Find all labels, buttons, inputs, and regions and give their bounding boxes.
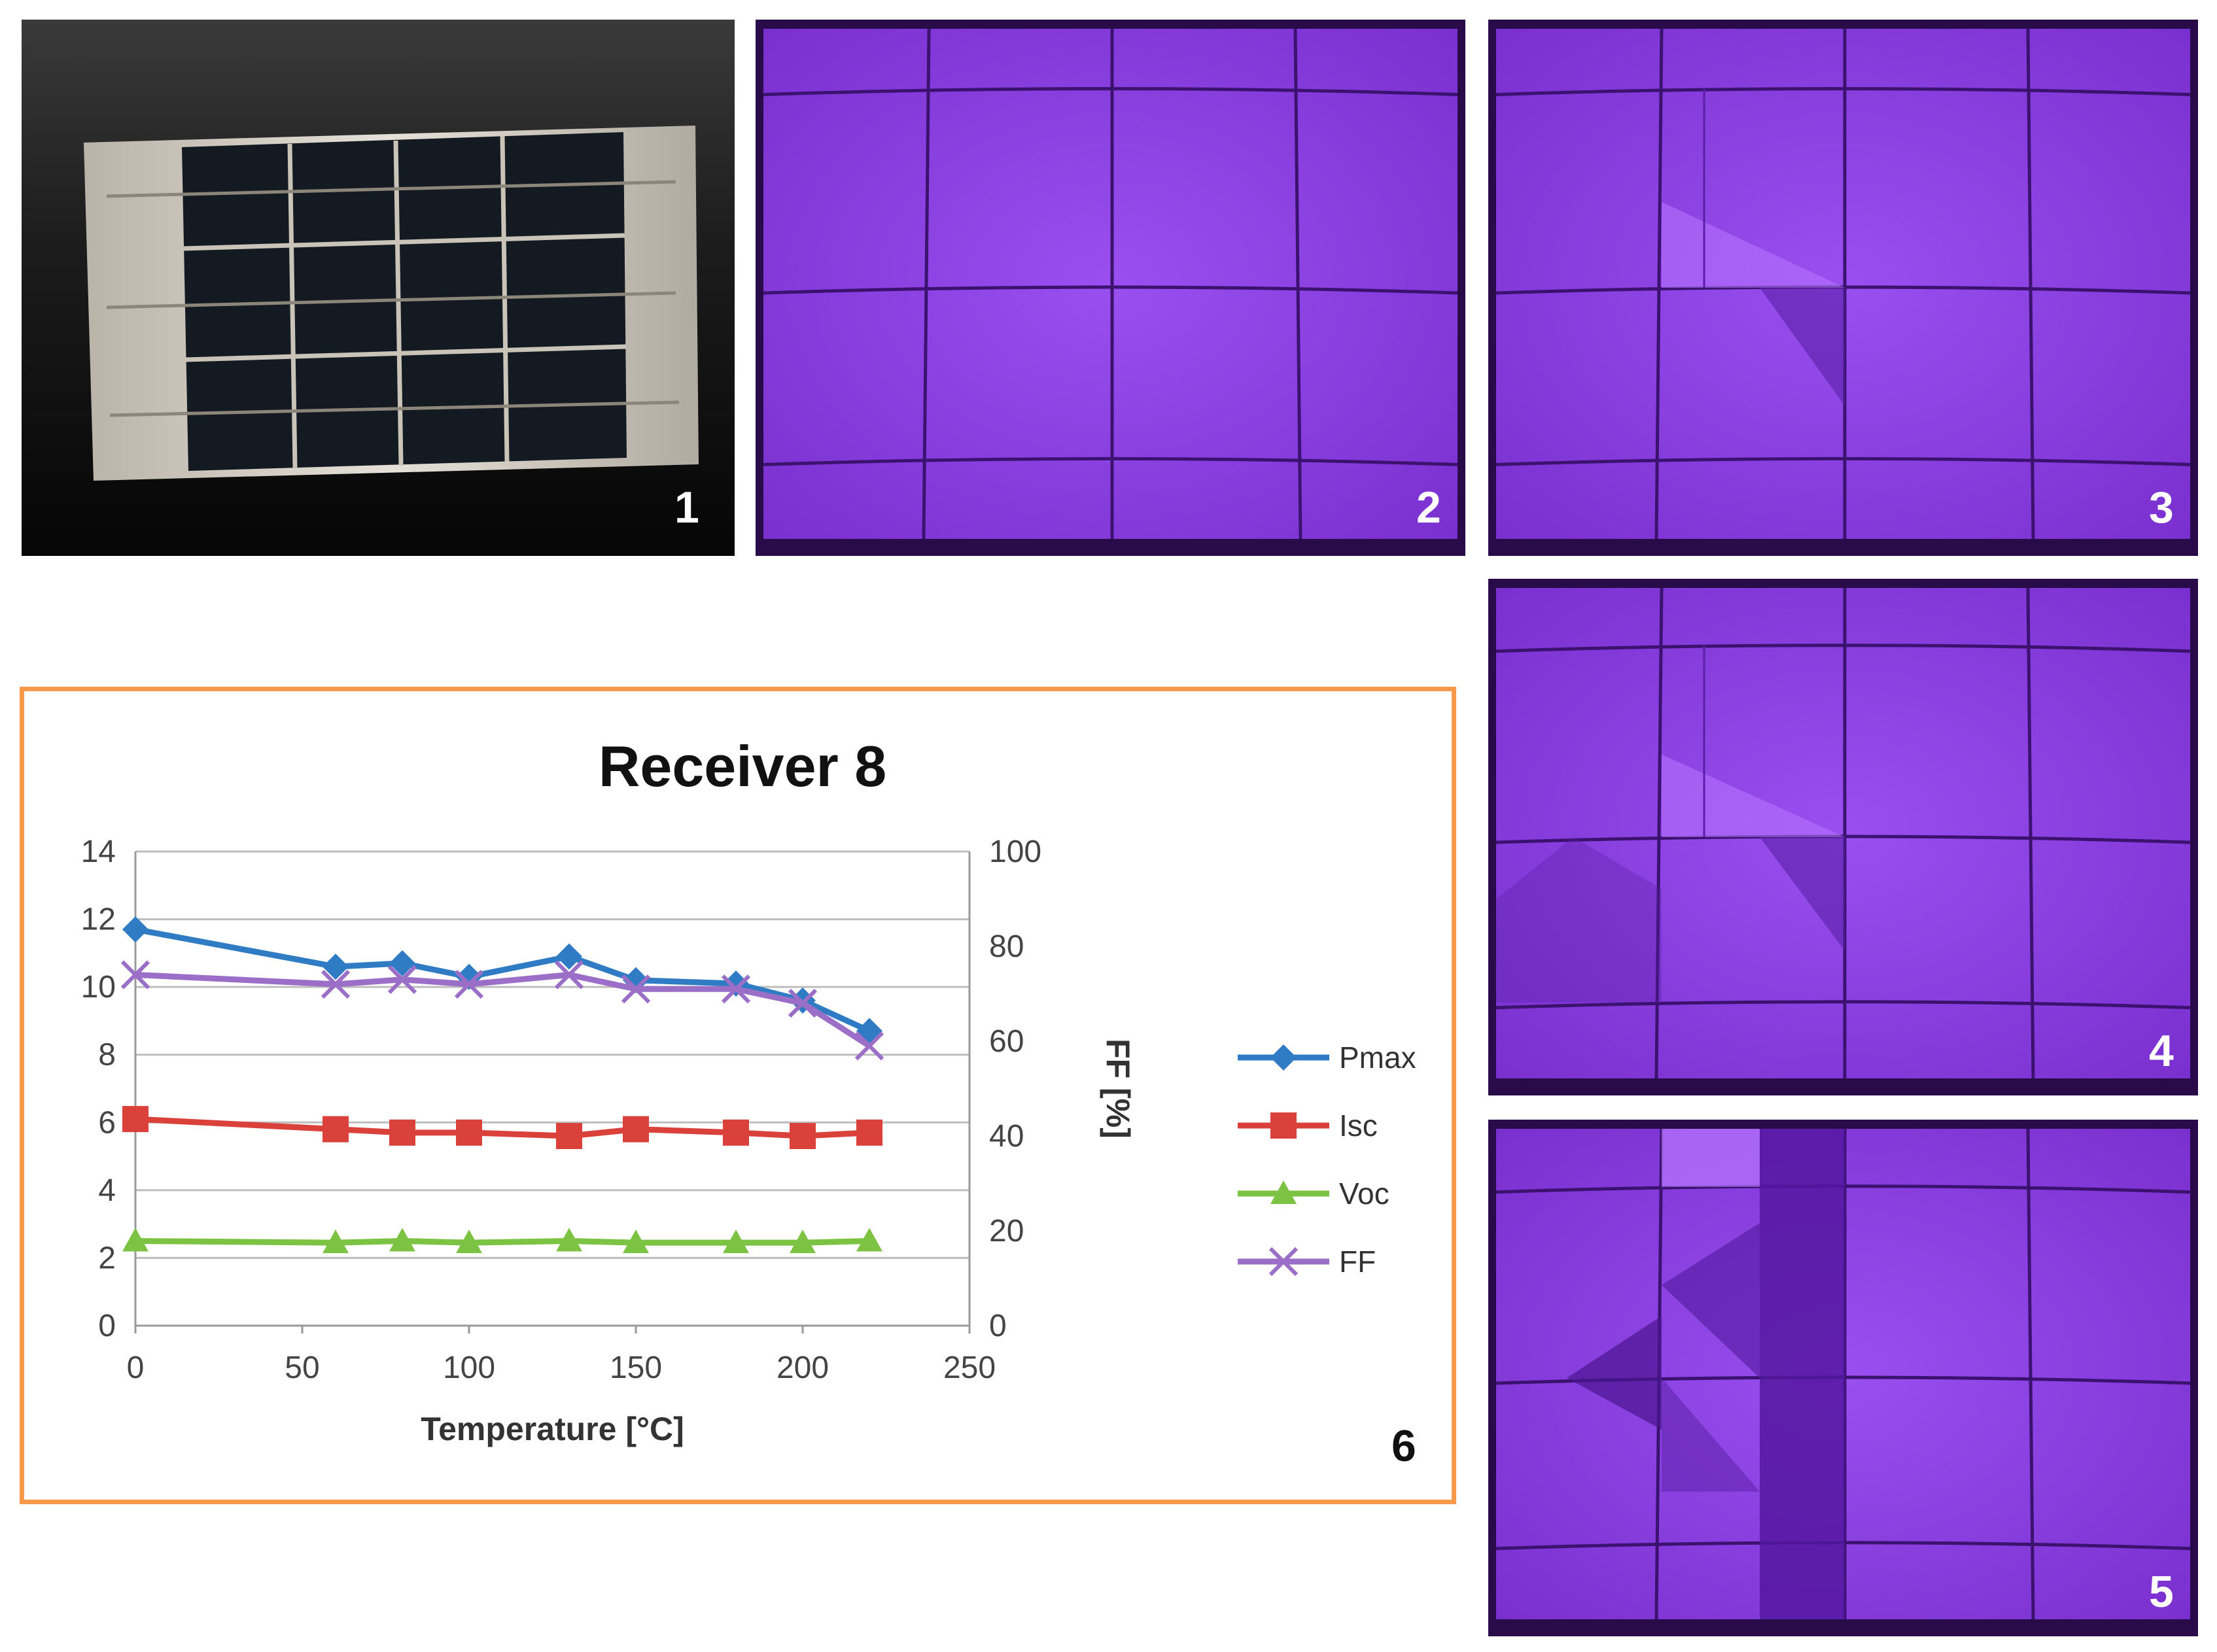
point-voc <box>122 1228 148 1252</box>
panel-4-el-image: 4 <box>1488 579 2198 1095</box>
panel-6-chart: Receiver 8 0 2 4 6 8 10 12 14 0 20 40 60 80 100 0 50 100… <box>20 687 1456 1504</box>
legend-marker <box>1270 1044 1297 1071</box>
legend-entry-pmax: Pmax <box>1238 1041 1416 1075</box>
legend-entry-isc: Isc <box>1238 1109 1378 1143</box>
x-axis-title: Temperature [°C] <box>421 1411 684 1447</box>
y2-tick-label: 40 <box>989 1119 1024 1154</box>
y2-tick-label: 100 <box>989 835 1041 869</box>
point-voc <box>723 1230 749 1254</box>
y2-tick-label: 80 <box>989 929 1024 964</box>
x-tick-label: 250 <box>943 1351 996 1385</box>
series-line-voc <box>135 1238 870 1246</box>
point-ff <box>854 1031 884 1061</box>
point-isc <box>323 1116 349 1143</box>
point-voc <box>456 1230 482 1254</box>
x-tick-label: 50 <box>285 1351 319 1385</box>
x-tick-label: 100 <box>443 1351 495 1385</box>
legend-marker <box>1268 1247 1299 1277</box>
point-voc <box>623 1230 649 1254</box>
point-isc <box>723 1119 749 1146</box>
point-isc <box>456 1119 482 1146</box>
y2-tick-label: 0 <box>989 1309 1007 1343</box>
point-pmax <box>323 954 349 980</box>
panel-1-photo: 1 <box>22 20 735 556</box>
legend-label: FF <box>1339 1245 1376 1279</box>
panel-2-el-image: 2 <box>756 20 1465 556</box>
panel-5-label: 5 <box>2149 1567 2174 1617</box>
y2-tick-label: 60 <box>989 1024 1024 1059</box>
chart-title: Receiver 8 <box>598 734 887 799</box>
point-voc <box>556 1228 582 1252</box>
y-tick-label: 8 <box>98 1038 116 1073</box>
point-pmax <box>456 963 482 990</box>
point-ff <box>454 969 484 999</box>
point-pmax <box>556 943 582 970</box>
point-isc <box>790 1123 816 1149</box>
series-line-ff <box>135 972 871 1049</box>
point-ff <box>621 974 651 1004</box>
point-ff <box>120 960 150 989</box>
point-isc <box>623 1116 649 1143</box>
x-tick-label: 200 <box>777 1351 829 1385</box>
point-ff <box>788 988 818 1018</box>
panel-6-label: 6 <box>1391 1421 1416 1471</box>
point-ff <box>554 960 584 989</box>
legend-entry-ff: FF <box>1238 1245 1376 1279</box>
panel-1-label: 1 <box>674 483 699 532</box>
point-voc <box>323 1230 349 1254</box>
point-ff <box>321 969 351 999</box>
point-voc <box>856 1228 882 1252</box>
legend-marker <box>1270 1180 1297 1204</box>
point-ff <box>721 974 751 1004</box>
legend-marker <box>1270 1112 1297 1139</box>
y-tick-label: 14 <box>81 835 116 869</box>
y-tick-label: 10 <box>81 970 116 1005</box>
point-pmax <box>723 970 749 997</box>
point-voc <box>790 1230 816 1254</box>
panel-5-el-image: 5 <box>1488 1120 2198 1636</box>
legend-label: Voc <box>1339 1177 1389 1211</box>
y-tick-label: 0 <box>98 1309 116 1343</box>
point-isc <box>556 1123 582 1149</box>
panel-2-label: 2 <box>1416 483 1441 532</box>
point-isc <box>389 1119 415 1146</box>
chart-plot: 0 2 4 6 8 10 12 14 0 20 40 60 80 100 0 50 100 150 200 250 Te… <box>81 835 1416 1447</box>
x-tick-label: 0 <box>127 1351 145 1385</box>
y-tick-label: 4 <box>98 1173 116 1208</box>
y-tick-label: 6 <box>98 1105 116 1140</box>
y2-axis-title: FF [%] <box>1100 1039 1136 1139</box>
panel-3-el-image: 3 <box>1488 20 2198 556</box>
point-pmax <box>856 1018 882 1044</box>
panel-4-label: 4 <box>2149 1026 2174 1076</box>
point-pmax <box>122 916 148 943</box>
x-tick-label: 150 <box>610 1351 662 1385</box>
panel-3-label: 3 <box>2149 483 2174 532</box>
point-voc <box>389 1228 415 1252</box>
legend-entry-voc: Voc <box>1238 1177 1389 1211</box>
legend-label: Pmax <box>1339 1041 1416 1075</box>
point-pmax <box>389 950 415 976</box>
point-ff <box>387 965 417 994</box>
legend-label: Isc <box>1339 1109 1378 1143</box>
point-isc <box>856 1119 882 1146</box>
point-isc <box>122 1106 148 1133</box>
y2-tick-label: 20 <box>989 1214 1024 1248</box>
y-tick-label: 2 <box>98 1241 116 1275</box>
y-tick-label: 12 <box>81 903 116 937</box>
